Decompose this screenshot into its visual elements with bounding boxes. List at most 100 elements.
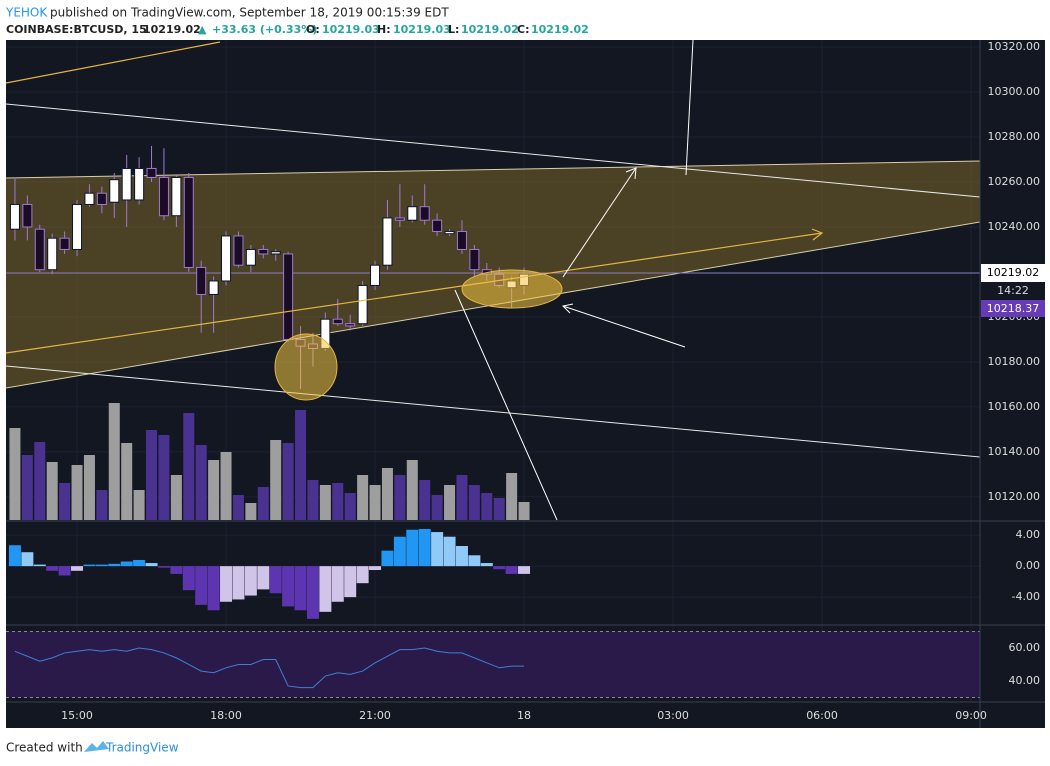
y-tick-label: 10260.00 <box>988 175 1041 188</box>
macd-bar <box>393 536 406 567</box>
x-tick-label: 15:00 <box>61 709 93 722</box>
arrow <box>562 305 686 348</box>
macd-bar <box>269 566 282 594</box>
macd-bar <box>207 566 220 611</box>
macd-bar <box>95 564 108 567</box>
volume-bar <box>419 480 431 520</box>
y-tick-label: 10240.00 <box>988 220 1041 233</box>
x-tick-label: 09:00 <box>955 709 987 722</box>
macd-bar <box>8 545 21 567</box>
c-label: C: <box>517 23 529 36</box>
macd-bar <box>344 566 357 598</box>
candle-body <box>357 284 368 325</box>
y-tick-label: 10140.00 <box>988 445 1041 458</box>
y-tick-label: 10160.00 <box>988 400 1041 413</box>
y-tick-label: 10180.00 <box>988 355 1041 368</box>
trend-line <box>6 103 980 198</box>
volume-bar <box>21 455 33 520</box>
o-label: O: <box>306 23 320 36</box>
candle-body <box>245 248 256 266</box>
logo <box>84 741 109 752</box>
highlight <box>461 269 563 309</box>
line <box>454 289 558 521</box>
arrow <box>562 167 637 278</box>
volume-bar <box>456 475 468 520</box>
volume-bar <box>369 485 381 520</box>
change: +33.63 (+0.33%) <box>212 23 317 36</box>
macd-bar <box>306 566 319 619</box>
volume-bar <box>257 487 269 520</box>
volume-bar <box>71 465 83 520</box>
macd-bar <box>381 550 394 567</box>
y-tick-label: -4.00 <box>1012 590 1040 603</box>
volume-bar <box>431 495 443 520</box>
macd-bar <box>257 566 270 590</box>
arrow-head <box>811 228 824 241</box>
macd-bar <box>480 563 493 567</box>
y-tick-label: 60.00 <box>1009 641 1041 654</box>
volume-bar <box>9 428 21 520</box>
volume-bar <box>357 475 369 520</box>
x-tick-label: 06:00 <box>806 709 838 722</box>
volume-bar <box>444 485 456 520</box>
volume-bar <box>406 460 418 520</box>
candle-body <box>407 206 418 221</box>
highlight <box>274 333 338 401</box>
volume-bar <box>332 483 344 520</box>
candle-body <box>171 176 182 217</box>
volume-bar <box>270 440 282 520</box>
macd-bar <box>170 566 183 574</box>
volume-bar <box>518 502 530 520</box>
volume-bar <box>381 468 393 520</box>
c-value: 10219.02 <box>531 23 589 36</box>
macd-bar <box>182 566 195 591</box>
candle-body <box>47 237 58 271</box>
volume-bar <box>220 452 232 520</box>
macd-bar <box>244 566 257 596</box>
candle-body <box>22 203 33 228</box>
volume-bar <box>121 443 133 520</box>
macd-bar <box>133 559 146 567</box>
volume-bar <box>195 445 207 520</box>
macd-bar <box>356 566 369 584</box>
candle-body <box>419 206 430 221</box>
x-tick-label: 18:00 <box>210 709 242 722</box>
macd-bar <box>232 566 245 600</box>
published: published on TradingView.com, September … <box>50 6 449 20</box>
macd-bar <box>83 564 96 567</box>
candle-body <box>270 251 281 255</box>
plot <box>6 145 980 699</box>
candle-body <box>72 203 83 250</box>
macd-bar <box>319 566 332 612</box>
arrow-head <box>561 303 574 314</box>
candle-body <box>196 266 207 295</box>
macd-bar <box>282 566 295 607</box>
countdown: 14:22 <box>997 284 1029 297</box>
last-price-label: 10219.02 <box>987 266 1040 279</box>
footer-brand[interactable]: TradingView <box>105 741 179 755</box>
arrow-head <box>625 167 637 180</box>
volume-bar <box>59 483 71 520</box>
volume-bar <box>468 485 480 520</box>
candle-body <box>221 235 232 282</box>
candle-body <box>183 176 194 268</box>
y-tick-label: 10300.00 <box>988 85 1041 98</box>
macd-bar <box>455 546 468 567</box>
candle-body <box>283 253 294 340</box>
macd-bar <box>46 566 59 571</box>
candle-body <box>134 167 145 201</box>
y-tick-label: 10120.00 <box>988 490 1041 503</box>
line <box>685 39 694 176</box>
macd-bar <box>406 529 419 567</box>
o-value: 10219.03 <box>322 23 380 36</box>
candle-body <box>9 203 20 230</box>
candle-body <box>469 248 480 271</box>
volume-bar <box>208 460 220 520</box>
volume-bar <box>146 430 158 520</box>
rsi-line <box>14 647 525 689</box>
channel-top <box>6 160 980 179</box>
candle-body <box>121 167 132 201</box>
y-tick-label: 10280.00 <box>988 130 1041 143</box>
candle-body <box>208 280 219 295</box>
